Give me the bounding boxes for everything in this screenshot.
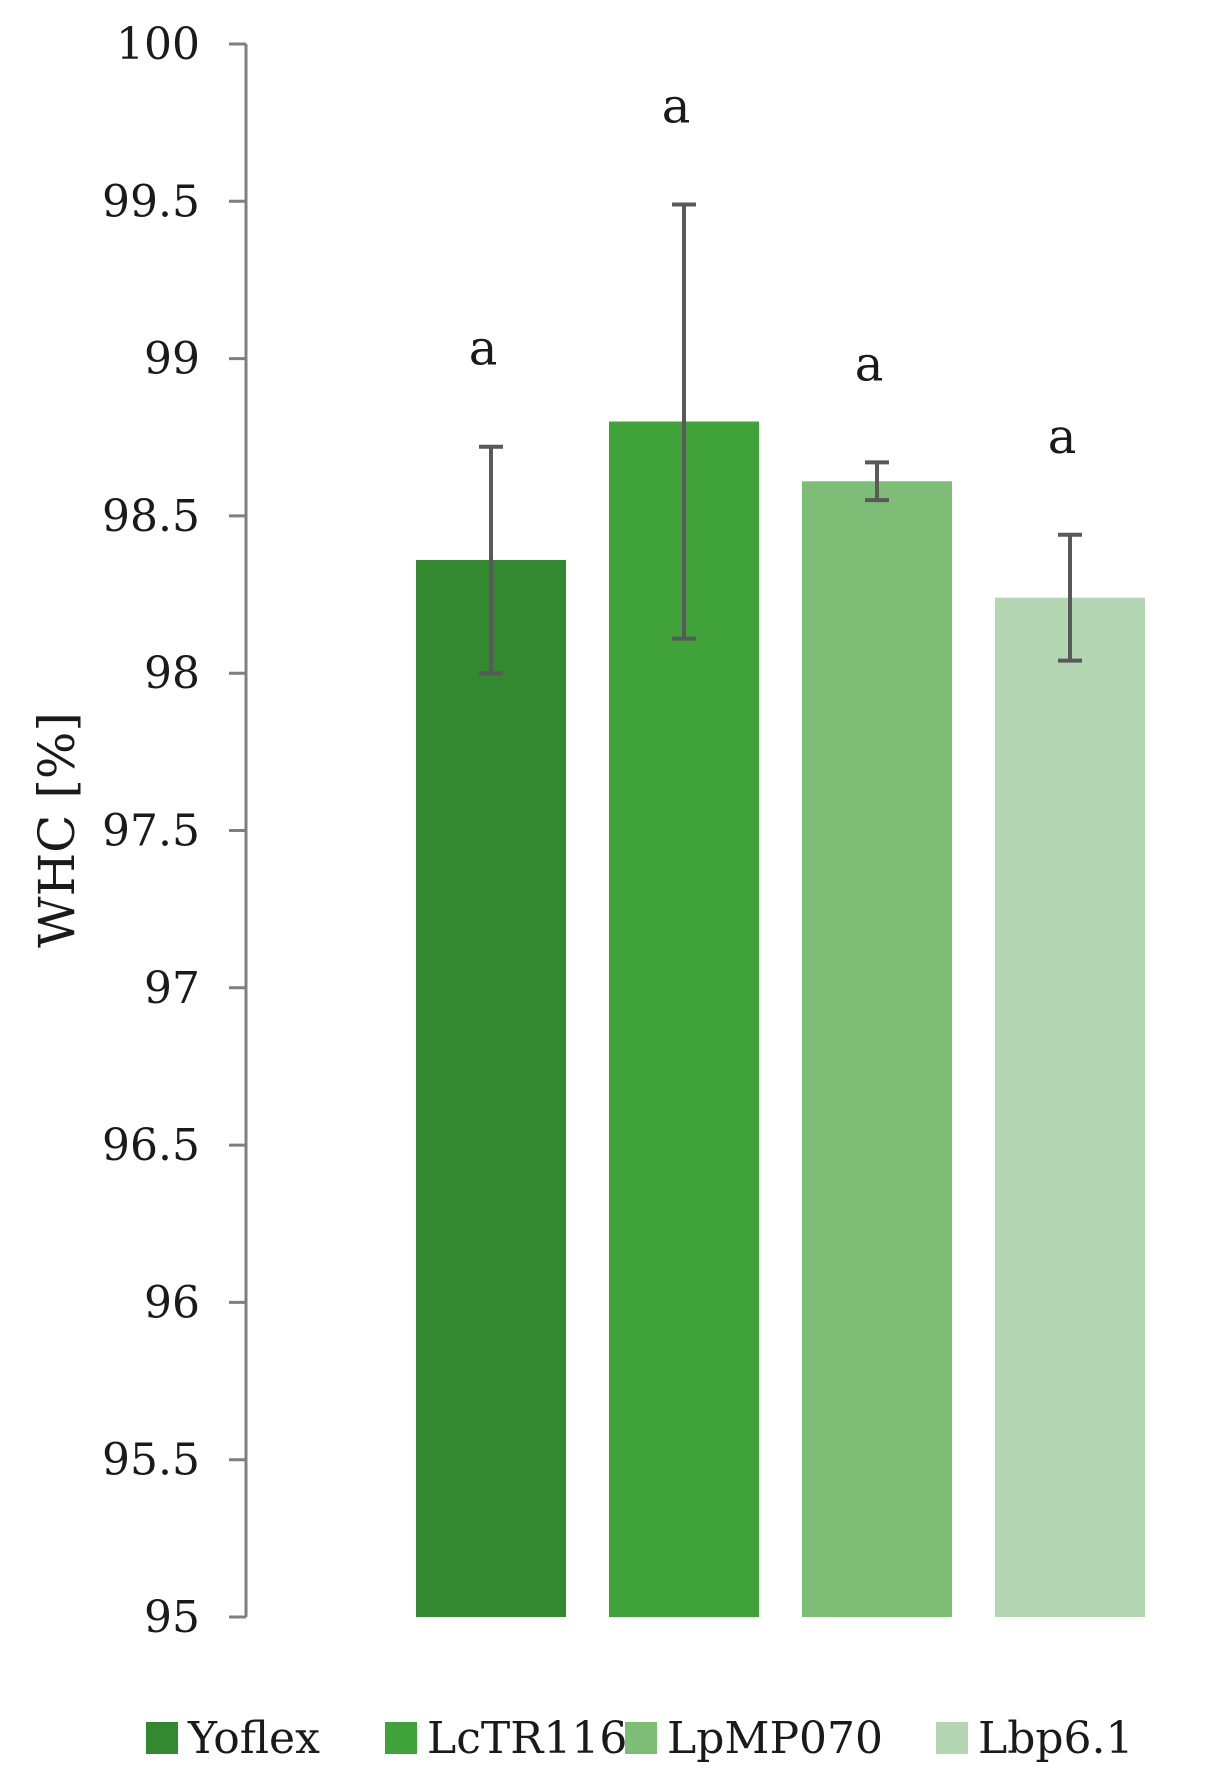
significance-label: a [469,321,498,377]
y-tick-label: 98.5 [102,491,200,542]
y-tick-label: 97.5 [102,806,200,857]
y-tick-label: 96.5 [102,1120,200,1171]
legend: Yoflex LcTR116 LpMP070 Lbp6.1 [146,1713,1134,1764]
y-tick-label: 95 [144,1592,200,1643]
y-tick-label: 96 [144,1277,200,1328]
y-tick-label: 100 [116,19,200,70]
y-axis-title: WHC [%] [28,712,86,948]
significance-label: a [662,78,691,134]
legend-label: Lbp6.1 [978,1713,1134,1764]
significance-label: a [855,336,884,392]
y-axis: 95 95.5 96 96.5 97 97.5 98 98.5 99 99.5 100 [102,19,248,1643]
error-bars [479,202,1082,676]
legend-label: LcTR116 [427,1713,627,1764]
y-tick-label: 99.5 [102,176,200,227]
legend-swatch [385,1722,417,1754]
significance-label: a [1048,409,1077,465]
y-tick-label: 97 [144,963,200,1014]
legend-swatch [625,1722,657,1754]
y-tick-label: 99 [144,334,200,385]
legend-label: LpMP070 [667,1713,883,1764]
legend-swatch [146,1722,178,1754]
bar-lbp6-1 [995,597,1145,1617]
bar-lpmp070 [802,481,952,1618]
y-tick-label: 98 [144,648,200,699]
legend-swatch [936,1722,968,1754]
legend-label: Yoflex [187,1713,320,1764]
y-tick-label: 95.5 [102,1435,200,1486]
bar-yoflex [416,559,566,1617]
significance-labels: a a a a [469,78,1077,464]
bars [416,421,1145,1618]
